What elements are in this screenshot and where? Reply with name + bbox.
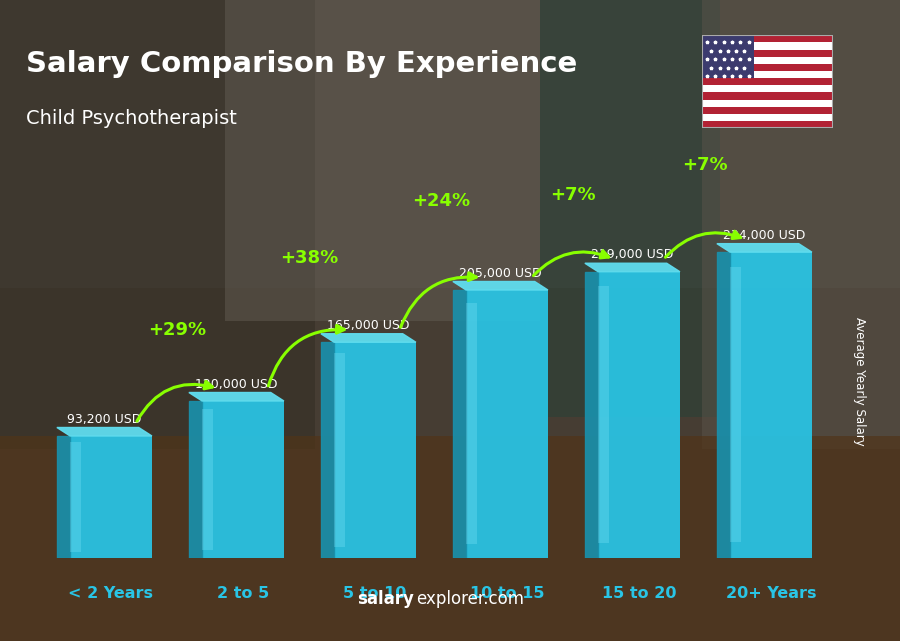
Bar — [0, 0, 315, 449]
Text: 20+ Years: 20+ Years — [725, 587, 816, 601]
Bar — [702, 78, 832, 85]
Bar — [702, 49, 832, 56]
Text: 10 to 15: 10 to 15 — [470, 587, 544, 601]
Bar — [702, 114, 832, 121]
Text: 5 to 10: 5 to 10 — [343, 587, 407, 601]
Bar — [70, 436, 152, 558]
Text: 205,000 USD: 205,000 USD — [459, 267, 542, 279]
Bar — [202, 401, 284, 558]
Text: Child Psychotherapist: Child Psychotherapist — [26, 108, 237, 128]
Bar — [702, 56, 832, 64]
Bar — [702, 64, 832, 71]
Bar — [0, 0, 900, 288]
Polygon shape — [189, 392, 284, 401]
Bar — [202, 409, 212, 550]
Polygon shape — [585, 272, 598, 558]
Bar — [702, 99, 832, 107]
Text: +7%: +7% — [550, 187, 596, 204]
Text: 2 to 5: 2 to 5 — [217, 587, 269, 601]
Bar — [702, 85, 832, 92]
Bar — [702, 71, 832, 78]
Bar — [730, 252, 812, 558]
Polygon shape — [717, 252, 730, 558]
Bar — [225, 0, 540, 320]
Bar — [70, 442, 81, 552]
Bar — [540, 0, 720, 417]
Bar — [702, 35, 832, 42]
Bar — [730, 267, 741, 542]
Text: +29%: +29% — [148, 321, 206, 339]
Polygon shape — [57, 428, 152, 436]
Bar — [702, 0, 900, 449]
Text: 120,000 USD: 120,000 USD — [195, 378, 277, 390]
Bar — [598, 272, 680, 558]
Text: +24%: +24% — [412, 192, 470, 210]
Bar — [702, 92, 832, 99]
Text: Average Yearly Salary: Average Yearly Salary — [853, 317, 866, 445]
Polygon shape — [321, 342, 334, 558]
Bar — [702, 107, 832, 114]
Polygon shape — [585, 263, 680, 272]
Polygon shape — [321, 334, 416, 342]
Polygon shape — [453, 290, 466, 558]
Bar — [334, 353, 345, 547]
Text: salary: salary — [357, 590, 414, 608]
Bar — [466, 290, 548, 558]
Bar — [0, 436, 900, 641]
Polygon shape — [57, 436, 70, 558]
Polygon shape — [453, 281, 548, 290]
Text: 165,000 USD: 165,000 USD — [328, 319, 410, 332]
Text: 93,200 USD: 93,200 USD — [68, 413, 141, 426]
Text: 15 to 20: 15 to 20 — [602, 587, 676, 601]
Bar — [598, 286, 608, 544]
Text: +7%: +7% — [682, 156, 728, 174]
Text: +38%: +38% — [280, 249, 338, 267]
Text: 219,000 USD: 219,000 USD — [591, 248, 673, 262]
Bar — [334, 342, 416, 558]
Text: 234,000 USD: 234,000 USD — [724, 229, 806, 242]
Bar — [702, 42, 832, 49]
Text: < 2 Years: < 2 Years — [68, 587, 154, 601]
Bar — [702, 121, 832, 128]
Polygon shape — [189, 401, 202, 558]
Bar — [466, 303, 477, 544]
Bar — [702, 35, 754, 78]
Polygon shape — [717, 244, 812, 252]
Text: Salary Comparison By Experience: Salary Comparison By Experience — [26, 50, 577, 78]
Text: explorer.com: explorer.com — [416, 590, 524, 608]
